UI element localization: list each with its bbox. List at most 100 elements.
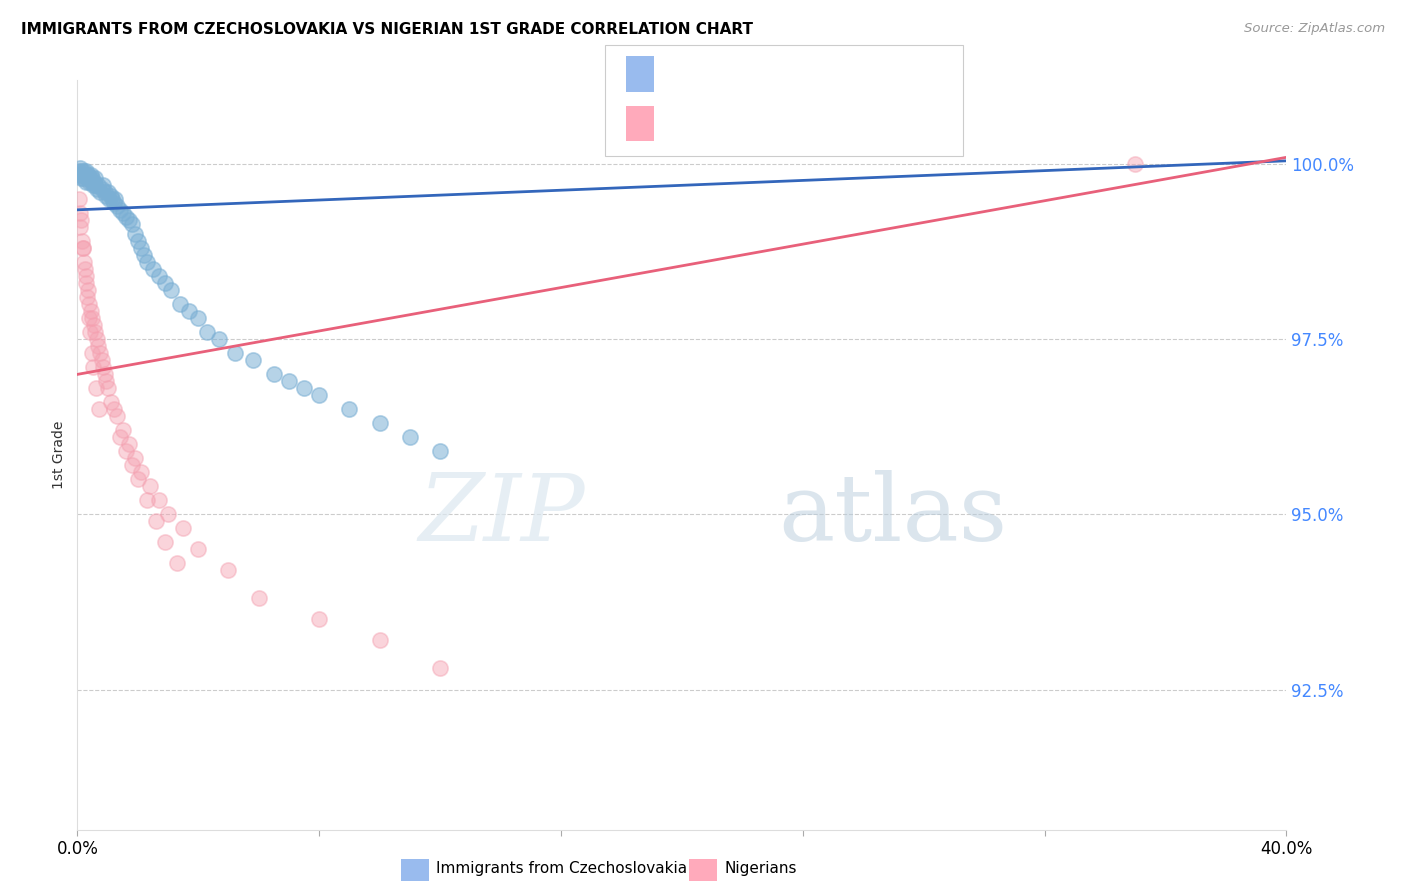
Point	[148, 269, 170, 284]
Point	[114, 444, 136, 458]
Point	[399, 430, 422, 444]
Point	[127, 235, 149, 249]
Point	[145, 515, 167, 529]
Point	[69, 206, 91, 220]
Point	[105, 409, 128, 424]
Point	[153, 535, 176, 549]
Point	[148, 493, 170, 508]
Point	[73, 168, 96, 182]
Point	[86, 182, 108, 196]
Point	[263, 368, 285, 382]
Point	[429, 444, 451, 458]
Point	[169, 297, 191, 311]
Point	[224, 346, 246, 360]
Point	[153, 277, 176, 291]
Point	[114, 210, 136, 224]
Point	[157, 508, 180, 522]
Point	[87, 178, 110, 193]
Point	[127, 472, 149, 486]
Point	[121, 217, 143, 231]
Text: Source: ZipAtlas.com: Source: ZipAtlas.com	[1244, 22, 1385, 36]
Point	[339, 402, 360, 417]
Point	[187, 311, 209, 326]
Point	[67, 192, 90, 206]
Point	[79, 171, 101, 186]
Text: 66: 66	[810, 54, 832, 71]
Point	[72, 168, 94, 182]
Point	[368, 633, 391, 648]
Point	[82, 171, 104, 186]
Text: 58: 58	[810, 106, 832, 125]
Point	[76, 290, 98, 304]
Point	[67, 164, 90, 178]
Point	[82, 178, 104, 193]
Text: ZIP: ZIP	[419, 470, 585, 560]
Point	[129, 241, 152, 255]
Text: Nigerians: Nigerians	[724, 861, 797, 876]
Point	[79, 175, 101, 189]
Point	[75, 175, 97, 189]
Point	[73, 164, 96, 178]
Point	[89, 186, 111, 200]
Point	[73, 255, 96, 269]
Text: Immigrants from Czechoslovakia: Immigrants from Czechoslovakia	[436, 861, 688, 876]
Point	[91, 178, 114, 193]
Point	[87, 402, 110, 417]
Point	[69, 220, 91, 235]
Point	[292, 381, 315, 395]
Point	[100, 395, 122, 409]
Point	[108, 430, 131, 444]
Text: IMMIGRANTS FROM CZECHOSLOVAKIA VS NIGERIAN 1ST GRADE CORRELATION CHART: IMMIGRANTS FROM CZECHOSLOVAKIA VS NIGERI…	[21, 22, 754, 37]
Point	[179, 304, 201, 318]
Text: N =: N =	[770, 54, 810, 71]
Point	[77, 311, 100, 326]
Point	[160, 284, 183, 298]
Point	[208, 332, 231, 346]
Point	[87, 339, 110, 353]
Point	[118, 213, 141, 227]
Text: R =: R =	[665, 106, 703, 125]
Point	[80, 175, 103, 189]
Point	[77, 284, 100, 298]
Point	[124, 227, 146, 242]
Point	[135, 255, 157, 269]
Text: 0.402: 0.402	[704, 54, 754, 71]
Point	[132, 248, 155, 262]
Point	[368, 417, 391, 431]
Point	[70, 235, 93, 249]
Point	[69, 161, 91, 175]
Point	[90, 182, 112, 196]
Text: 0.516: 0.516	[704, 106, 754, 125]
Point	[218, 564, 240, 578]
Point	[142, 262, 165, 277]
Point	[111, 424, 134, 438]
Point	[308, 612, 330, 626]
Point	[80, 168, 103, 182]
Point	[72, 171, 94, 186]
Point	[278, 375, 301, 389]
Point	[83, 318, 105, 333]
Point	[79, 297, 101, 311]
Point	[73, 262, 96, 277]
Point	[121, 458, 143, 473]
Point	[70, 164, 93, 178]
Point	[70, 171, 93, 186]
Point	[195, 326, 218, 340]
Point	[72, 241, 94, 255]
Point	[135, 493, 157, 508]
Point	[84, 381, 107, 395]
Text: N =: N =	[770, 106, 810, 125]
Point	[124, 451, 146, 466]
Point	[80, 304, 103, 318]
Point	[94, 189, 117, 203]
Text: R =: R =	[665, 54, 703, 71]
Point	[100, 189, 122, 203]
Point	[82, 311, 104, 326]
Point	[83, 171, 105, 186]
Point	[93, 368, 115, 382]
Y-axis label: 1st Grade: 1st Grade	[52, 421, 66, 489]
Point	[96, 186, 118, 200]
Point	[75, 269, 97, 284]
Point	[79, 326, 101, 340]
Point	[105, 199, 128, 213]
